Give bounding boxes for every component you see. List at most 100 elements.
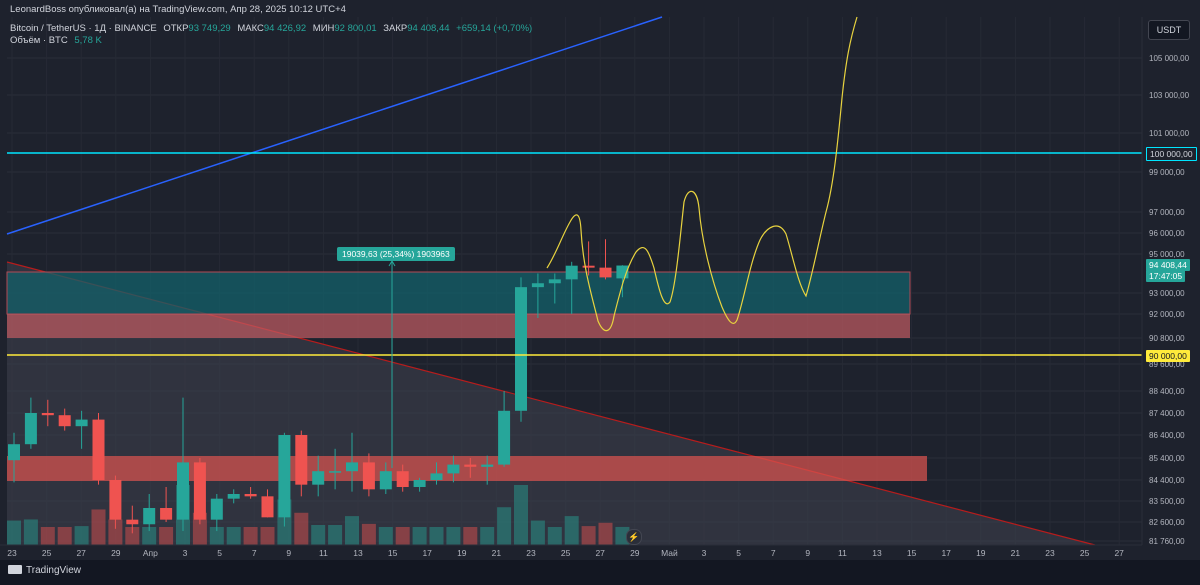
volume-bar	[294, 512, 309, 545]
footer-bar: TradingView	[0, 560, 1200, 585]
candle-body	[24, 413, 37, 445]
volume-bar	[378, 527, 393, 545]
price-axis-label: 96 000,00	[1149, 229, 1185, 238]
symbol-legend[interactable]: Bitcoin / TetherUS · 1Д · BINANCE ОТКР93…	[10, 23, 536, 34]
time-axis-label: 3	[183, 548, 188, 558]
time-axis-label: 19	[976, 548, 986, 558]
candle-body	[295, 435, 308, 485]
candle	[447, 455, 460, 483]
tradingview-logo-icon	[8, 565, 22, 574]
time-axis-label: 29	[111, 548, 121, 558]
time-axis-label: 5	[217, 548, 222, 558]
candle-body	[8, 444, 20, 461]
candle	[582, 241, 595, 276]
change-value: +659,14 (+0,70%)	[456, 23, 533, 34]
candle-body	[227, 494, 240, 499]
time-axis-label: 27	[1114, 548, 1124, 558]
candle-body	[126, 519, 139, 525]
candle	[295, 430, 308, 497]
volume-bar	[57, 527, 72, 545]
volume-legend[interactable]: Объём · BTC 5,78 K	[10, 35, 106, 46]
drawing-lines	[6, 16, 1142, 468]
candle	[599, 239, 612, 280]
candlesticks	[8, 239, 629, 534]
projection-path	[546, 16, 858, 332]
price-axis[interactable]: 105 000,00 103 000,00 101 000,00 99 000,00 9…	[1141, 17, 1200, 560]
volume-bar	[192, 512, 207, 545]
volume-bar	[311, 525, 326, 545]
volume-bar	[226, 527, 241, 545]
candle-body	[329, 471, 342, 473]
candle	[143, 494, 156, 532]
currency-button[interactable]: USDT	[1148, 20, 1190, 40]
candle	[481, 455, 494, 485]
volume-bar	[497, 507, 512, 545]
candle-body	[278, 435, 291, 518]
candle-body	[41, 413, 54, 416]
time-axis-label: 25	[42, 548, 52, 558]
low-label: МИН	[312, 23, 335, 34]
price-tag-current: 94 408,44	[1146, 259, 1190, 271]
candle-body	[244, 494, 257, 497]
candle-body	[464, 464, 477, 467]
candle-body	[565, 265, 578, 280]
volume-bar	[395, 527, 410, 545]
time-axis[interactable]: 23 25 27 29 Апр 3 5 7 9 11 13 15 17 19 21 23 25 27 29 Май 3 5…	[0, 544, 1142, 558]
time-axis-label: 15	[388, 548, 398, 558]
candle	[565, 261, 578, 314]
high-label: МАКС	[237, 23, 264, 34]
volume-bar	[615, 526, 630, 545]
symbol-name[interactable]: Bitcoin / TetherUS · 1Д · BINANCE	[10, 23, 157, 34]
candle-body	[312, 471, 325, 485]
candle	[515, 277, 527, 422]
volume-bar	[260, 527, 275, 545]
measure-arrow-icon	[388, 260, 396, 267]
price-axis-label: 82 600,00	[1149, 518, 1185, 527]
price-axis-label: 88 400,00	[1149, 387, 1185, 396]
volume-bar	[564, 516, 579, 545]
candle-body	[143, 508, 156, 525]
time-axis-label: 13	[872, 548, 882, 558]
price-axis-label: 87 400,00	[1149, 409, 1185, 418]
volume-bar	[547, 527, 562, 545]
price-axis-label: 97 000,00	[1149, 208, 1185, 217]
time-axis-label: 9	[286, 548, 291, 558]
candle	[346, 432, 358, 492]
candle-body	[430, 473, 443, 480]
time-axis-label: 11	[838, 548, 847, 558]
close-value: 94 408,44	[407, 23, 450, 34]
candle-body	[75, 419, 88, 427]
volume-bar	[412, 527, 427, 545]
volume-bar	[125, 527, 140, 545]
candle	[75, 410, 88, 449]
time-axis-label: 7	[252, 548, 257, 558]
time-axis-label: 19	[457, 548, 467, 558]
price-axis-label: 101 000,00	[1149, 129, 1190, 138]
candle	[329, 448, 342, 490]
time-axis-label: 13	[353, 548, 363, 558]
candle-body	[379, 471, 392, 490]
volume-bar	[74, 526, 89, 545]
candle-body	[210, 498, 223, 520]
candle-body	[481, 464, 494, 467]
time-axis-label: 23	[526, 548, 536, 558]
volume-bar	[243, 527, 258, 545]
candle	[109, 475, 122, 529]
price-axis-label: 86 400,00	[1149, 431, 1185, 440]
time-axis-label: 25	[1080, 548, 1090, 558]
candle-body	[346, 462, 358, 472]
time-axis-label: 17	[422, 548, 432, 558]
volume-bar	[142, 527, 157, 545]
candle	[312, 455, 325, 497]
tradingview-logo[interactable]: TradingView	[8, 565, 81, 576]
volume-bar	[328, 525, 343, 545]
time-axis-label: 29	[630, 548, 640, 558]
volume-bar	[209, 527, 224, 545]
time-axis-label: 21	[492, 548, 502, 558]
publisher-attribution: LeonardBoss опубликовал(а) на TradingVie…	[10, 4, 346, 15]
time-axis-label: 21	[1011, 548, 1021, 558]
time-axis-label: Апр	[143, 548, 158, 558]
lightning-icon[interactable]: ⚡	[626, 529, 642, 545]
volume-bar	[581, 526, 596, 545]
